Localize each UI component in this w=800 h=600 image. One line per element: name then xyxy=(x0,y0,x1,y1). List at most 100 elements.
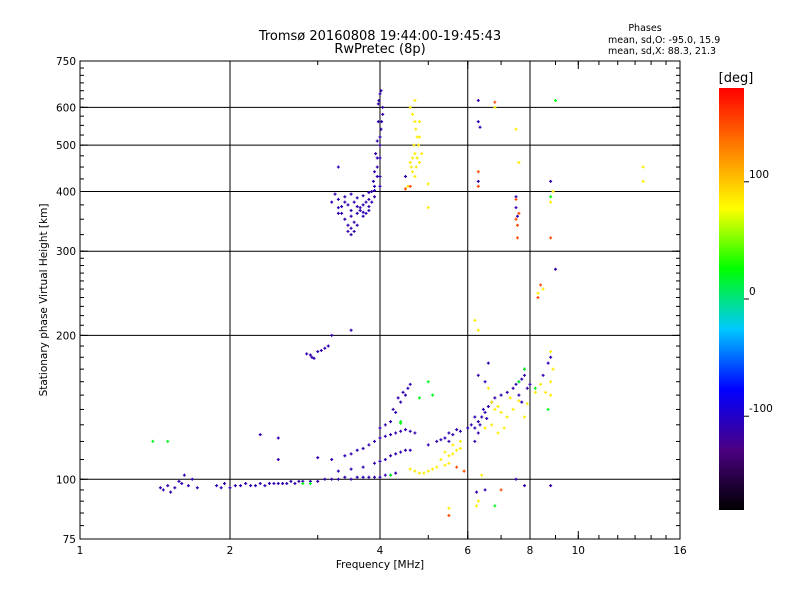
data-point xyxy=(233,484,237,488)
data-point xyxy=(330,200,334,204)
data-point xyxy=(480,415,484,419)
data-point xyxy=(355,205,359,209)
data-point xyxy=(378,174,382,178)
data-point xyxy=(413,152,417,156)
data-point xyxy=(447,506,451,510)
data-point xyxy=(451,452,455,456)
y-tick-label: 300 xyxy=(56,246,76,258)
data-point xyxy=(346,223,350,227)
data-point xyxy=(394,471,398,475)
data-point xyxy=(310,355,314,359)
data-point xyxy=(476,328,480,332)
data-point xyxy=(182,473,186,477)
data-point xyxy=(330,333,334,337)
data-point xyxy=(417,143,421,147)
data-point xyxy=(514,127,518,131)
data-point xyxy=(253,484,257,488)
data-point xyxy=(475,490,479,494)
data-point xyxy=(215,484,219,488)
data-point xyxy=(414,127,418,131)
data-point xyxy=(549,236,553,240)
data-point xyxy=(549,393,553,397)
data-point xyxy=(420,152,424,156)
data-point xyxy=(312,356,316,360)
data-point xyxy=(394,452,398,456)
data-point xyxy=(486,361,490,365)
data-point xyxy=(499,488,503,492)
data-point xyxy=(417,135,421,139)
data-point xyxy=(361,214,365,218)
data-point xyxy=(173,486,177,490)
data-point xyxy=(399,400,403,404)
data-point xyxy=(641,179,645,183)
data-point xyxy=(476,431,480,435)
data-point xyxy=(514,195,518,199)
data-point xyxy=(413,174,417,178)
data-point xyxy=(443,450,447,454)
data-point xyxy=(349,452,353,456)
data-point xyxy=(373,439,377,443)
data-point xyxy=(352,229,356,233)
data-point xyxy=(374,152,378,156)
data-point xyxy=(367,443,371,447)
data-point xyxy=(323,346,327,350)
data-point xyxy=(502,426,506,430)
data-point xyxy=(447,513,451,517)
data-point xyxy=(528,382,532,386)
data-point xyxy=(378,475,382,479)
data-point xyxy=(451,433,455,437)
data-point xyxy=(511,407,515,411)
data-point xyxy=(346,203,350,207)
data-point xyxy=(308,353,312,357)
colorbar-tick-label: 0 xyxy=(749,286,756,298)
y-tick-label: 600 xyxy=(56,102,76,114)
data-point xyxy=(169,490,173,494)
data-point xyxy=(533,390,537,394)
data-point xyxy=(458,429,462,433)
data-point xyxy=(469,423,473,427)
data-point xyxy=(301,481,305,485)
data-points xyxy=(151,89,645,517)
data-point xyxy=(391,407,395,411)
data-point xyxy=(426,380,430,384)
data-point xyxy=(517,399,521,403)
data-point xyxy=(367,475,371,479)
data-point xyxy=(381,105,385,109)
data-point xyxy=(435,439,439,443)
data-point xyxy=(319,348,323,352)
colorbar-tick-label: -100 xyxy=(749,403,773,415)
data-point xyxy=(549,200,553,204)
data-point xyxy=(413,431,417,435)
data-point xyxy=(505,390,509,394)
colorbar-tick-label: 100 xyxy=(749,169,769,181)
data-point xyxy=(377,99,381,103)
data-point xyxy=(349,192,353,196)
data-point xyxy=(431,393,435,397)
data-point xyxy=(505,415,509,419)
data-point xyxy=(417,160,421,164)
data-point xyxy=(536,291,540,295)
data-point xyxy=(177,479,181,483)
data-point xyxy=(541,287,545,291)
data-point xyxy=(486,404,490,408)
data-point xyxy=(496,404,500,408)
x-tick-label: 4 xyxy=(377,545,384,557)
data-point xyxy=(380,120,384,124)
data-point xyxy=(361,465,365,469)
data-point xyxy=(361,194,365,198)
data-point xyxy=(411,170,415,174)
data-point xyxy=(523,415,527,419)
data-point xyxy=(355,211,359,215)
x-tick-label: 6 xyxy=(464,545,471,557)
data-point xyxy=(422,471,426,475)
data-point xyxy=(478,125,482,129)
data-point xyxy=(355,475,359,479)
data-point xyxy=(379,89,383,93)
data-point xyxy=(408,105,412,109)
data-point xyxy=(462,469,466,473)
y-axis-label: Stationary phase Virtual Height [km] xyxy=(38,204,50,397)
data-point xyxy=(352,220,356,224)
data-point xyxy=(408,429,412,433)
data-point xyxy=(396,396,400,400)
